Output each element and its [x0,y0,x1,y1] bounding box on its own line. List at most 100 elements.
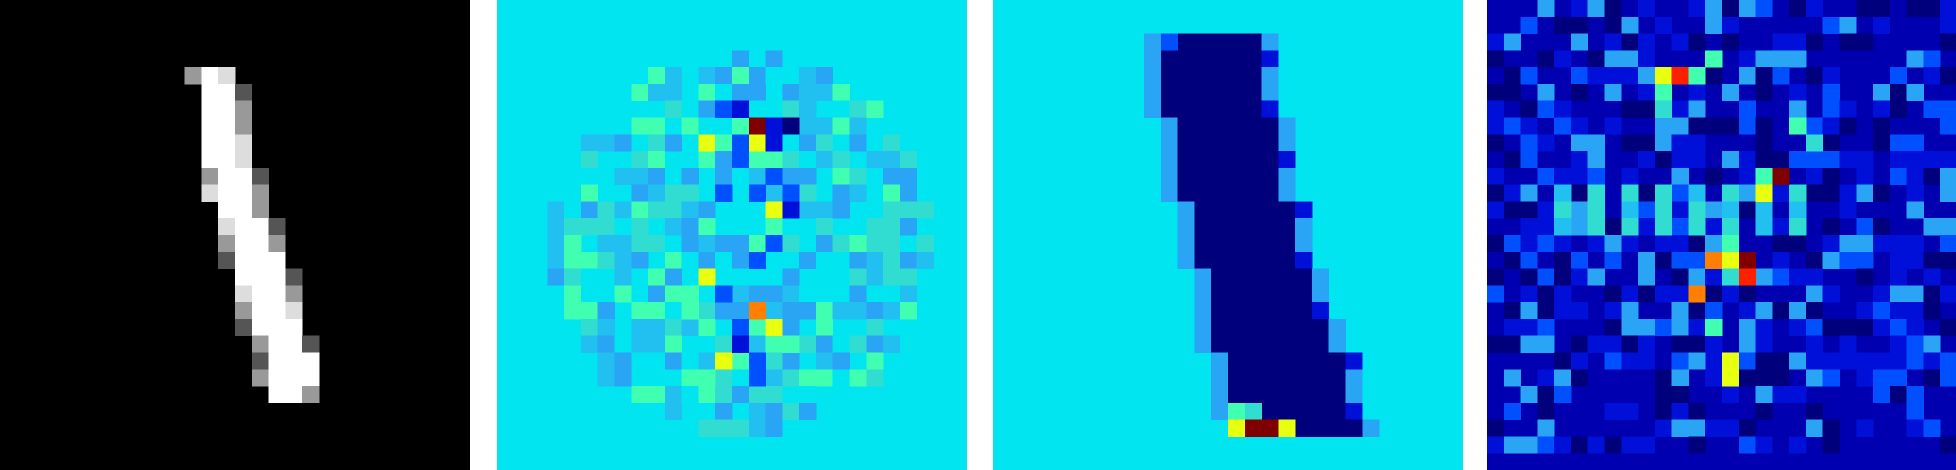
pixel [218,184,236,202]
pixel [648,83,666,102]
pixel [1177,67,1195,85]
pixel [1755,268,1773,286]
pixel [1278,117,1296,135]
pixel [748,251,766,269]
pixel [1261,268,1279,286]
pixel [1177,100,1195,118]
pixel [580,184,599,202]
pixel [1487,117,1505,135]
pixel [782,67,800,85]
pixel [1211,268,1229,286]
pixel [799,369,817,387]
pixel [268,369,286,387]
pixel [799,117,817,135]
pixel [765,201,783,219]
pixel [1923,369,1941,387]
pixel [748,402,766,420]
pixel [1906,0,1924,18]
pixel [1244,369,1262,387]
pixel [648,201,666,219]
pixel [268,251,286,269]
pixel [799,100,817,118]
pixel [1587,134,1605,152]
pixel [681,218,699,236]
pixel [1671,318,1689,337]
pixel [1295,419,1313,437]
pixel [1755,352,1773,370]
pixel [1278,369,1296,387]
pixel [1873,184,1891,202]
pixel [302,369,320,387]
pixel [1738,369,1756,387]
pixel [1923,268,1941,286]
pixel [1261,369,1279,387]
pixel [681,352,699,370]
pixel [1228,151,1246,169]
pixel [1805,33,1824,51]
pixel [1906,151,1924,169]
pixel [1211,402,1229,420]
pixel [1755,50,1773,68]
pixel [1570,117,1589,135]
pixel [1654,318,1672,337]
pixel [782,402,800,420]
pixel [1587,67,1605,85]
pixel [1722,268,1740,286]
pixel [648,352,666,370]
pixel [1278,402,1296,420]
pixel [1671,235,1689,253]
pixel [765,285,783,303]
pixel [1722,369,1740,387]
pixel [184,67,202,85]
pixel [1940,235,1956,253]
pixel [1705,0,1723,18]
pixel [1554,369,1572,387]
pixel [1755,134,1773,152]
pixel [1671,100,1689,118]
pixel [1211,167,1229,185]
pixel [1311,285,1330,303]
pixel [1789,268,1807,286]
pixel [715,184,733,202]
pixel [1755,0,1773,18]
pixel [1889,369,1907,387]
pixel [815,83,834,102]
pixel [1278,302,1296,320]
pixel [748,218,766,236]
pixel [1328,352,1346,370]
pixel [1722,218,1740,236]
pixel [1177,50,1195,68]
pixel [564,201,582,219]
pixel [681,285,699,303]
pixel [782,184,800,202]
pixel [1789,33,1807,51]
pixel [849,134,867,152]
pixel [1688,33,1706,51]
pixel [815,335,834,353]
pixel [1923,67,1941,85]
pixel [631,151,649,169]
pixel [251,285,269,303]
pixel [832,100,850,118]
pixel [1671,285,1689,303]
pixel [664,268,682,286]
pixel [1587,235,1605,253]
pixel [732,167,750,185]
pixel [285,386,303,404]
pixel [1621,50,1639,68]
pixel [1906,352,1924,370]
pixel [765,419,783,437]
pixel [748,83,766,102]
pixel [1889,167,1907,185]
pixel [849,167,867,185]
pixel [1621,33,1639,51]
pixel [1520,201,1538,219]
pixel [1604,352,1622,370]
pixel [580,134,599,152]
pixel [1772,251,1790,269]
pixel [866,352,884,370]
pixel [799,151,817,169]
pixel [1638,151,1656,169]
pixel [1261,67,1279,85]
pixel [664,335,682,353]
